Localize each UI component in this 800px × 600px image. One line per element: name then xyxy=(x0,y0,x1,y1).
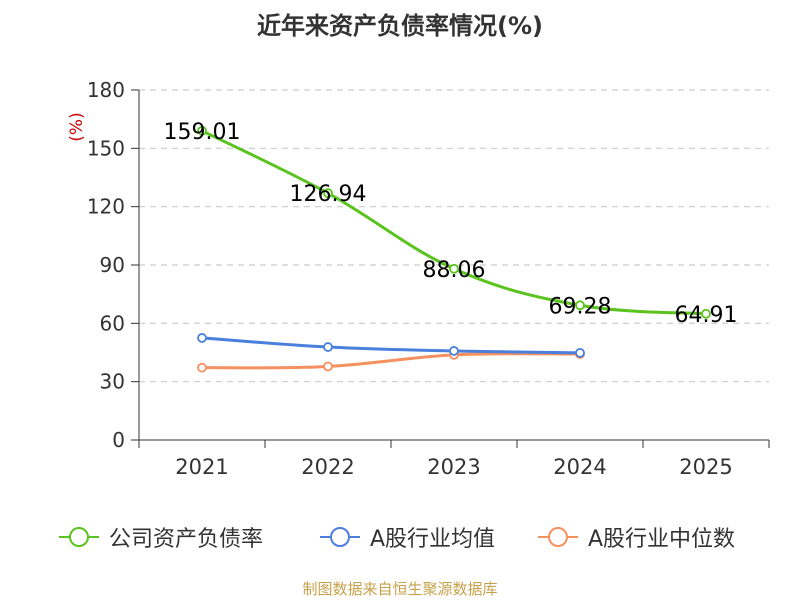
data-point xyxy=(449,346,459,356)
series-line xyxy=(201,336,581,355)
y-tick-label: 90 xyxy=(100,253,125,277)
data-label: 88.06 xyxy=(423,258,486,283)
x-tick-label: 2023 xyxy=(427,455,480,479)
data-label: 159.01 xyxy=(164,120,241,145)
legend: 公司资产负债率 A股行业均值 A股行业中位数 xyxy=(0,520,800,554)
x-tick-label: 2022 xyxy=(301,455,354,479)
data-point xyxy=(323,361,333,372)
data-point xyxy=(323,342,333,352)
data-point xyxy=(197,333,207,343)
data-point xyxy=(197,362,207,373)
series-group xyxy=(197,125,711,373)
y-tick-label: 60 xyxy=(100,311,125,335)
legend-marker-icon xyxy=(538,527,578,547)
data-point xyxy=(323,188,333,199)
data-point xyxy=(701,308,711,319)
data-labels: 159.01 126.94 88.06 69.28 64.91 xyxy=(164,120,738,328)
y-tick-label: 120 xyxy=(87,195,125,219)
legend-label-industry-median: A股行业中位数 xyxy=(588,527,736,552)
data-label: 69.28 xyxy=(549,294,612,319)
axes: 0 30 60 90 120 150 180(%) 2021 2022 2023 2024 2025 xyxy=(67,78,770,479)
source-note: 制图数据来自恒生聚源数据库 xyxy=(302,580,498,598)
x-tick-label: 2024 xyxy=(553,455,606,479)
y-tick-label: 180 xyxy=(87,78,125,102)
legend-marker-icon xyxy=(320,527,360,547)
data-point xyxy=(197,125,207,136)
legend-item-company[interactable]: 公司资产负债率 xyxy=(57,520,263,554)
y-tick-label: 30 xyxy=(100,370,125,394)
data-point xyxy=(575,300,585,311)
grid-lines xyxy=(139,89,769,383)
series-line xyxy=(201,352,581,370)
legend-item-industry-median[interactable]: A股行业中位数 xyxy=(536,520,735,554)
legend-label-company: 公司资产负债率 xyxy=(109,527,264,552)
legend-marker-icon xyxy=(59,527,99,547)
data-label: 64.91 xyxy=(675,303,738,328)
x-tick-label: 2021 xyxy=(175,455,228,479)
series-line xyxy=(201,129,707,316)
data-point xyxy=(575,347,585,358)
y-tick-label: 150 xyxy=(87,136,125,160)
y-axis-label: (%) xyxy=(67,112,87,141)
data-label: 126.94 xyxy=(290,182,367,207)
y-tick-label: 0 xyxy=(112,428,125,452)
legend-label-industry-mean: A股行业均值 xyxy=(370,527,496,552)
legend-item-industry-mean[interactable]: A股行业均值 xyxy=(318,520,495,554)
x-tick-label: 2025 xyxy=(679,455,732,479)
chart-title: 近年来资产负债率情况(%) xyxy=(257,12,543,40)
data-point xyxy=(449,263,459,274)
